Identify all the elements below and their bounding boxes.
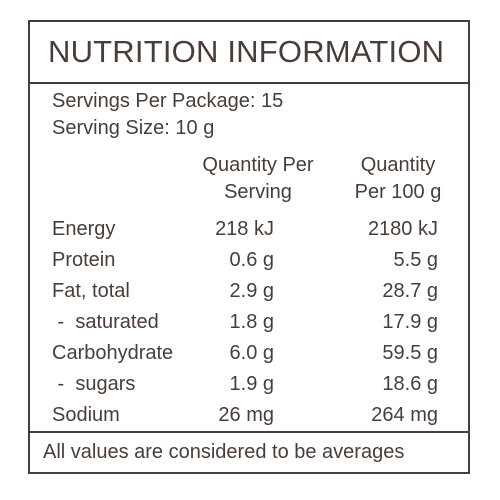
per-100g-value: 28.7 g (382, 280, 438, 302)
panel-title: NUTRITION INFORMATION (48, 34, 445, 69)
nutrient-name: Fat, total (52, 280, 130, 302)
nutrient-name: Sodium (52, 404, 120, 426)
nutrient-row-sugars: - sugars 1.9 g 18.6 g (30, 373, 468, 403)
per-serving-value: 6.0 g (229, 342, 274, 364)
column-header-per-100g-line1: Quantity (360, 154, 436, 176)
per-serving-value: 26 mg (218, 404, 274, 426)
title-bar: NUTRITION INFORMATION (30, 22, 468, 84)
nutrient-row-sodium: Sodium 26 mg 264 mg (30, 404, 468, 434)
per-100g-value: 18.6 g (382, 373, 438, 395)
nutrient-name: - saturated (52, 311, 159, 333)
nutrient-row-fat-total: Fat, total 2.9 g 28.7 g (30, 280, 468, 310)
column-header-per-serving-line2: Serving (224, 181, 292, 203)
column-header-per-serving-line1: Quantity Per (202, 154, 314, 176)
per-serving-value: 2.9 g (229, 280, 274, 302)
nutrient-row-energy: Energy 218 kJ 2180 kJ (30, 218, 468, 248)
nutrient-row-carbohydrate: Carbohydrate 6.0 g 59.5 g (30, 342, 468, 372)
column-header-per-100g-line2: Per 100 g (354, 181, 442, 203)
nutrition-panel: NUTRITION INFORMATION Servings Per Packa… (28, 20, 470, 474)
per-serving-value: 0.6 g (229, 249, 274, 271)
per-100g-value: 264 mg (371, 404, 438, 426)
nutrient-name: Protein (52, 249, 116, 271)
per-serving-value: 1.8 g (229, 311, 274, 333)
per-serving-value: 218 kJ (215, 218, 274, 240)
column-header-per-serving: Quantity Per Serving (190, 152, 326, 206)
nutrient-row-saturated: - saturated 1.8 g 17.9 g (30, 311, 468, 341)
nutrient-name: Carbohydrate (52, 342, 174, 364)
serving-size: Serving Size: 10 g (52, 117, 215, 139)
per-100g-value: 5.5 g (393, 249, 438, 271)
nutrient-name: Energy (52, 218, 116, 240)
footer-note: All values are considered to be averages (43, 441, 405, 463)
nutrient-row-protein: Protein 0.6 g 5.5 g (30, 249, 468, 279)
nutrient-name: - sugars (52, 373, 136, 395)
per-100g-value: 2180 kJ (367, 218, 438, 240)
per-serving-value: 1.9 g (229, 373, 274, 395)
footer-bar: All values are considered to be averages (30, 431, 468, 474)
column-header-per-100g: Quantity Per 100 g (338, 152, 458, 206)
servings-per-package: Servings Per Package: 15 (52, 90, 284, 112)
per-100g-value: 59.5 g (382, 342, 438, 364)
per-100g-value: 17.9 g (382, 311, 438, 333)
